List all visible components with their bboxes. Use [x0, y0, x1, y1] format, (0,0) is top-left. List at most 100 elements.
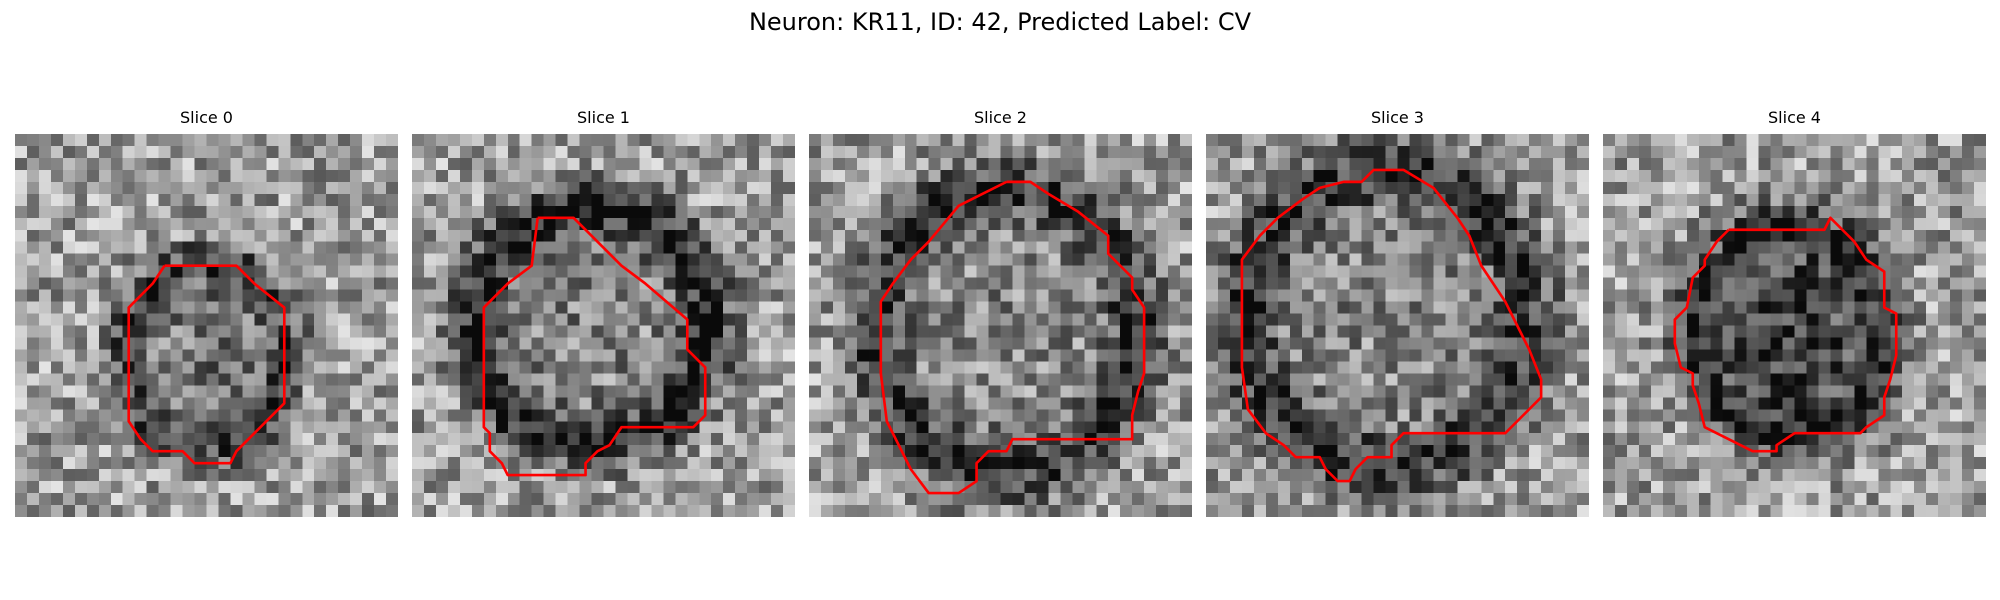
pixel [1746, 373, 1759, 386]
pixel [98, 217, 111, 230]
pixel [1156, 169, 1169, 183]
pixel [1698, 241, 1711, 254]
pixel [555, 277, 568, 290]
pixel [146, 241, 159, 254]
pixel [1674, 433, 1688, 446]
pixel [146, 313, 159, 326]
pixel [1529, 457, 1542, 470]
pixel [940, 134, 953, 147]
pixel [1132, 253, 1145, 266]
pixel [856, 361, 870, 374]
pixel [1132, 433, 1145, 446]
pixel [1662, 217, 1676, 230]
pixel [1060, 481, 1073, 494]
pixel [603, 205, 616, 219]
pixel [615, 325, 628, 338]
pixel [1758, 397, 1771, 410]
pixel [591, 433, 604, 446]
pixel [1734, 277, 1747, 290]
pixel [928, 433, 941, 446]
pixel [1950, 385, 1963, 398]
pixel [1914, 313, 1927, 326]
pixel [1156, 229, 1169, 242]
pixel [242, 409, 255, 422]
pixel [663, 241, 676, 254]
pixel [1734, 361, 1747, 374]
pixel [1698, 157, 1711, 171]
pixel [1206, 181, 1219, 195]
pixel [1553, 361, 1566, 374]
pixel [423, 505, 437, 517]
pixel [182, 397, 195, 410]
pixel [86, 481, 100, 494]
pixel [1265, 457, 1279, 470]
pixel [218, 505, 231, 517]
pixel [1902, 145, 1915, 159]
pixel [158, 229, 171, 242]
pixel [1914, 193, 1927, 207]
pixel [1650, 421, 1664, 434]
pixel [266, 505, 279, 517]
pixel [194, 421, 207, 434]
pixel [278, 445, 291, 458]
pixel [1614, 289, 1628, 302]
pixel [1686, 193, 1699, 207]
pixel [916, 205, 929, 219]
pixel [1842, 325, 1855, 338]
pixel [627, 145, 640, 159]
pixel [1409, 229, 1422, 242]
pixel [555, 145, 568, 159]
pixel [1650, 361, 1664, 374]
pixel [435, 445, 449, 458]
pixel [1926, 205, 1939, 219]
pixel [1914, 421, 1927, 434]
pixel [555, 385, 568, 398]
pixel [362, 301, 375, 314]
pixel [74, 397, 88, 410]
pixel [856, 241, 870, 254]
pixel [158, 134, 171, 147]
pixel [1433, 433, 1446, 446]
pixel [74, 229, 88, 242]
pixel [615, 337, 628, 350]
pixel [1662, 145, 1676, 159]
pixel [326, 481, 339, 494]
pixel [62, 373, 76, 386]
pixel [1722, 409, 1735, 422]
pixel [940, 313, 953, 326]
pixel [1024, 193, 1037, 207]
pixel [314, 265, 327, 278]
pixel [735, 169, 748, 183]
pixel [1686, 241, 1699, 254]
pixel [1012, 469, 1025, 482]
pixel [374, 301, 387, 314]
pixel [519, 373, 532, 386]
pixel [1361, 469, 1374, 482]
pixel [1469, 229, 1482, 242]
pixel [844, 385, 858, 398]
pixel [880, 457, 894, 470]
pixel [892, 421, 905, 434]
pixel [651, 265, 664, 278]
pixel [711, 361, 724, 374]
pixel [555, 205, 568, 219]
pixel [543, 145, 556, 159]
pixel [86, 265, 100, 278]
pixel [555, 241, 568, 254]
pixel [1603, 457, 1616, 470]
pixel [1974, 421, 1986, 434]
pixel [471, 421, 485, 434]
pixel [38, 205, 52, 219]
pixel [182, 265, 195, 278]
pixel [1974, 134, 1986, 147]
pixel [1325, 241, 1338, 254]
pixel [1626, 457, 1640, 470]
pixel [1337, 349, 1350, 362]
pixel [134, 397, 147, 410]
pixel [206, 277, 219, 290]
pixel [1301, 289, 1314, 302]
pixel [615, 217, 628, 230]
pixel [627, 289, 640, 302]
pixel [868, 373, 882, 386]
pixel [868, 289, 882, 302]
